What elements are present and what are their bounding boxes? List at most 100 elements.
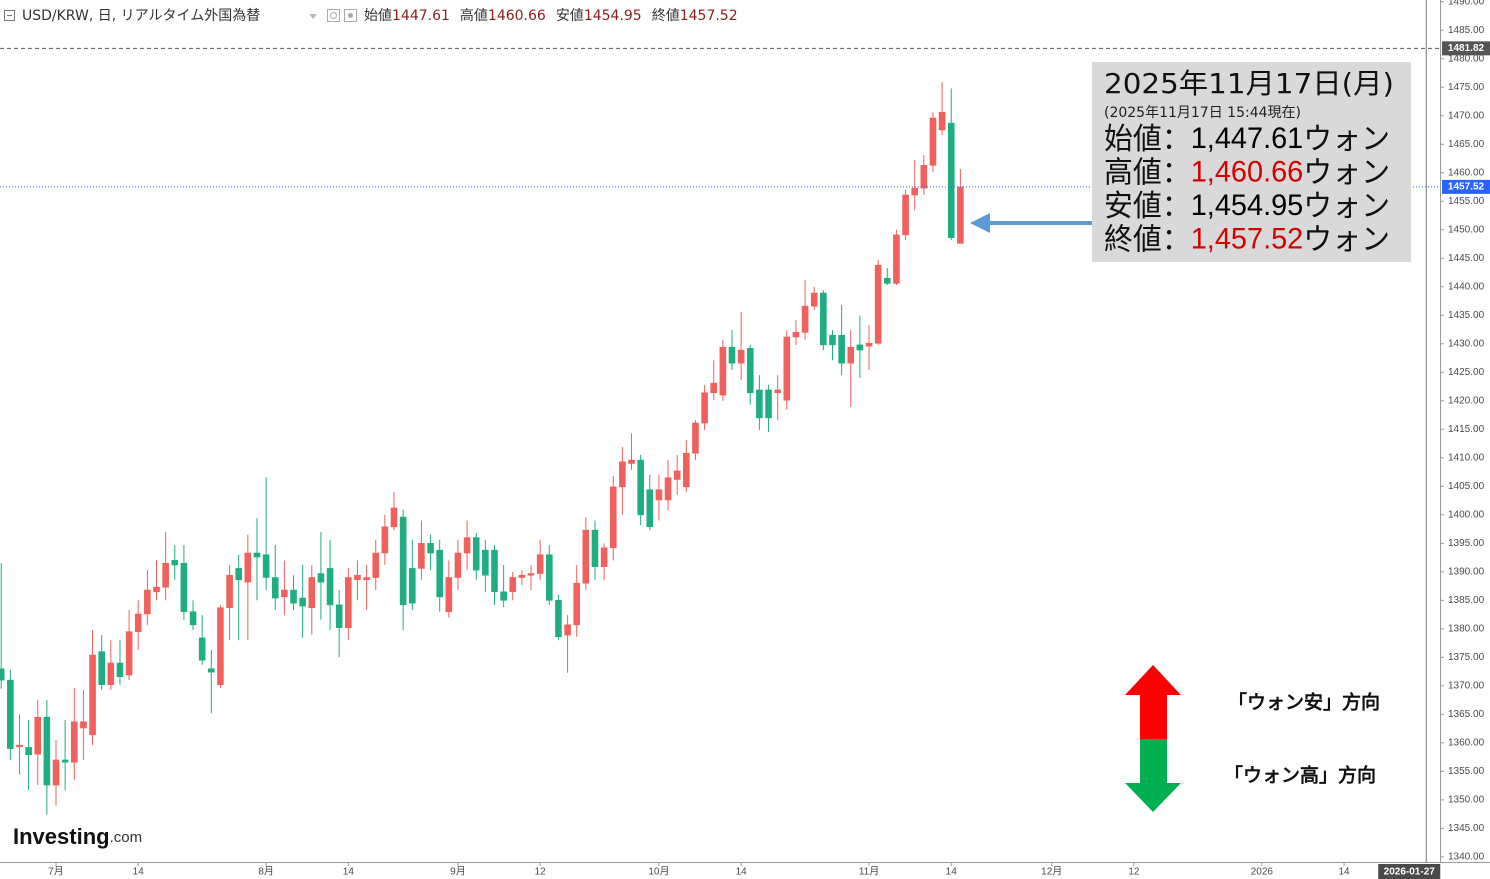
candle-body	[308, 577, 316, 609]
candle-body	[619, 461, 626, 488]
x-tick-label: 14	[1338, 867, 1350, 878]
info-subtitle: (2025年11月17日 15:44現在)	[1104, 105, 1301, 121]
y-tick-label: 1440.00	[1448, 281, 1485, 292]
candle-body	[408, 568, 416, 604]
candle-body	[208, 668, 215, 673]
candle-body	[472, 537, 480, 571]
candle-body	[335, 604, 343, 628]
candle-body	[947, 122, 955, 239]
visibility-icon[interactable]	[327, 9, 340, 22]
x-tick-label: 14	[736, 867, 748, 878]
logo-suffix: .com	[110, 829, 143, 846]
x-tick-label: 14	[946, 867, 958, 878]
candle-body	[518, 574, 526, 578]
info-row-value: 1,460.66	[1191, 155, 1304, 188]
settings-icon[interactable]	[344, 9, 357, 22]
candle-body	[454, 552, 462, 578]
candle-body	[902, 194, 909, 236]
candle-body	[536, 554, 544, 574]
candle-body	[692, 422, 699, 454]
y-tick-label: 1460.00	[1448, 167, 1485, 178]
candle-body	[80, 721, 87, 729]
candle-body	[482, 549, 489, 576]
candle-body	[527, 573, 535, 576]
candle-body	[153, 586, 160, 593]
low-value: 1454.95	[584, 8, 642, 24]
candle-body	[162, 562, 169, 588]
candle-body	[938, 112, 946, 131]
dropdown-icon[interactable]	[309, 14, 317, 19]
candle-body	[774, 389, 781, 394]
close-value: 1457.52	[680, 8, 738, 24]
candle-body	[363, 577, 370, 581]
candle-body	[180, 562, 188, 613]
y-tick-label: 1370.00	[1448, 680, 1485, 691]
visibility-icon-eye	[330, 12, 337, 19]
candle-body	[591, 529, 599, 567]
info-row: 安値：1,454.95ウォン	[1104, 189, 1390, 224]
candle-body	[628, 459, 635, 464]
y-tick-label: 1360.00	[1448, 737, 1485, 748]
collapse-icon[interactable]	[4, 10, 15, 21]
candle-body	[820, 292, 827, 346]
candle-body	[865, 342, 873, 347]
info-title: 2025年11月17日(月)	[1104, 67, 1394, 100]
last-price-box	[1442, 179, 1490, 194]
x-tick-label: 7月	[48, 866, 64, 878]
x-tick-label: 12月	[1041, 866, 1062, 878]
candle-body	[801, 305, 809, 333]
candle-body	[0, 668, 5, 681]
x-tick-label: 14	[133, 867, 145, 878]
info-box	[1092, 62, 1411, 262]
candle-body	[427, 543, 434, 554]
y-tick-label: 1425.00	[1448, 367, 1485, 378]
cursor-date-label: 2026-01-27	[1384, 867, 1436, 878]
candle-body	[609, 486, 617, 549]
candle-body	[701, 392, 708, 424]
candle-body	[564, 624, 571, 636]
info-row-value: 1,447.61	[1191, 122, 1304, 155]
close-label: 終値	[652, 8, 680, 24]
info-row-label: 安値：	[1104, 189, 1191, 224]
info-row-value: 1,457.52	[1191, 222, 1304, 255]
candle-body	[911, 187, 919, 196]
down-direction-arrow	[1125, 739, 1181, 812]
up-direction-arrow	[1125, 665, 1181, 739]
x-tick-label: 2026	[1251, 867, 1274, 878]
candle-body	[637, 459, 644, 516]
candle-body	[673, 470, 681, 480]
candle-body	[883, 277, 891, 284]
candle-body	[52, 759, 60, 786]
candle-body	[253, 552, 261, 558]
y-tick-label: 1450.00	[1448, 224, 1485, 235]
candle-body	[43, 716, 51, 786]
y-tick-label: 1405.00	[1448, 481, 1485, 492]
candle-body	[61, 759, 69, 763]
candle-body	[271, 577, 279, 599]
candle-body	[125, 631, 133, 676]
y-tick-label: 1355.00	[1448, 766, 1485, 777]
candle-body	[792, 332, 800, 338]
candle-body	[107, 662, 115, 685]
candle-body	[710, 382, 718, 394]
info-row-unit: ウォン	[1303, 222, 1390, 257]
candle-body	[737, 349, 745, 364]
y-tick-label: 1485.00	[1448, 25, 1485, 36]
candle-body	[646, 489, 654, 528]
down-direction-label: 「ウォン高」方向	[1224, 764, 1376, 787]
up-direction-label: 「ウォン安」方向	[1228, 691, 1380, 714]
info-row-label: 高値：	[1104, 155, 1191, 190]
x-tick-label: 12	[535, 867, 547, 878]
candle-body	[856, 344, 864, 351]
last-price-label: 1457.52	[1448, 182, 1485, 193]
candle-body	[719, 346, 727, 396]
reference-price-box	[1442, 41, 1490, 56]
candle-body	[847, 346, 855, 364]
candle-body	[7, 679, 14, 749]
y-tick-label: 1435.00	[1448, 310, 1485, 321]
candle-body	[25, 747, 32, 756]
candle-body	[16, 744, 23, 748]
candle-body	[198, 637, 206, 661]
info-row: 高値：1,460.66ウォン	[1104, 155, 1390, 190]
candle-body	[491, 549, 498, 593]
